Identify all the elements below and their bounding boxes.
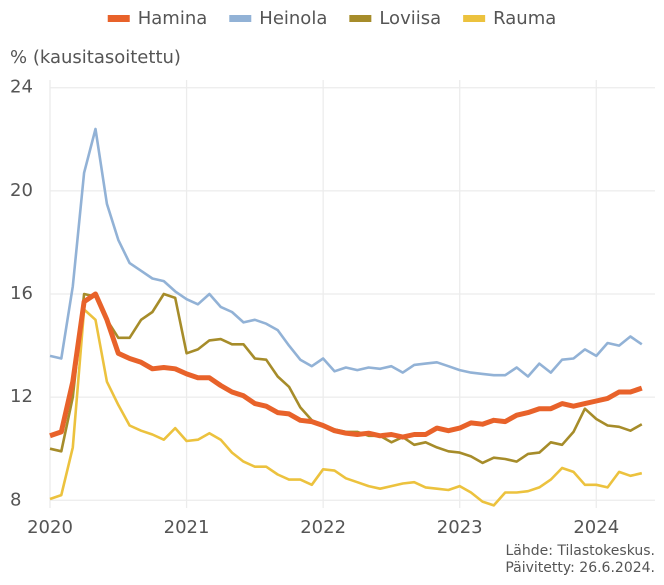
y-axis-label: % (kausitasoitettu): [10, 47, 181, 68]
legend-swatch: [107, 15, 130, 22]
legend-swatch: [229, 15, 252, 22]
legend-label: Hamina: [138, 8, 208, 29]
line: [49, 308, 643, 507]
legend-swatch: [463, 15, 486, 22]
y-tick-label: 24: [10, 77, 33, 98]
line: [49, 292, 643, 465]
x-tick-label: 2024: [573, 517, 619, 538]
x-tick-label: 2020: [27, 517, 73, 538]
legend-label: Heinola: [259, 8, 327, 29]
line: [49, 127, 643, 378]
y-tick-label: 12: [10, 386, 33, 407]
x-tick-label: 2023: [437, 517, 483, 538]
legend-label: Rauma: [493, 8, 556, 29]
y-tick-label: 16: [10, 283, 33, 304]
legend-swatch: [349, 15, 372, 22]
x-tick-label: 2021: [164, 517, 210, 538]
y-tick-label: 8: [10, 489, 21, 510]
x-tick-label: 2022: [300, 517, 346, 538]
source: Lähde: Tilastokeskus.: [505, 543, 655, 559]
updated: Päivitetty: 26.6.2024.: [505, 560, 655, 576]
y-tick-label: 20: [10, 180, 33, 201]
line: [49, 291, 643, 440]
legend-label: Loviisa: [379, 8, 441, 29]
